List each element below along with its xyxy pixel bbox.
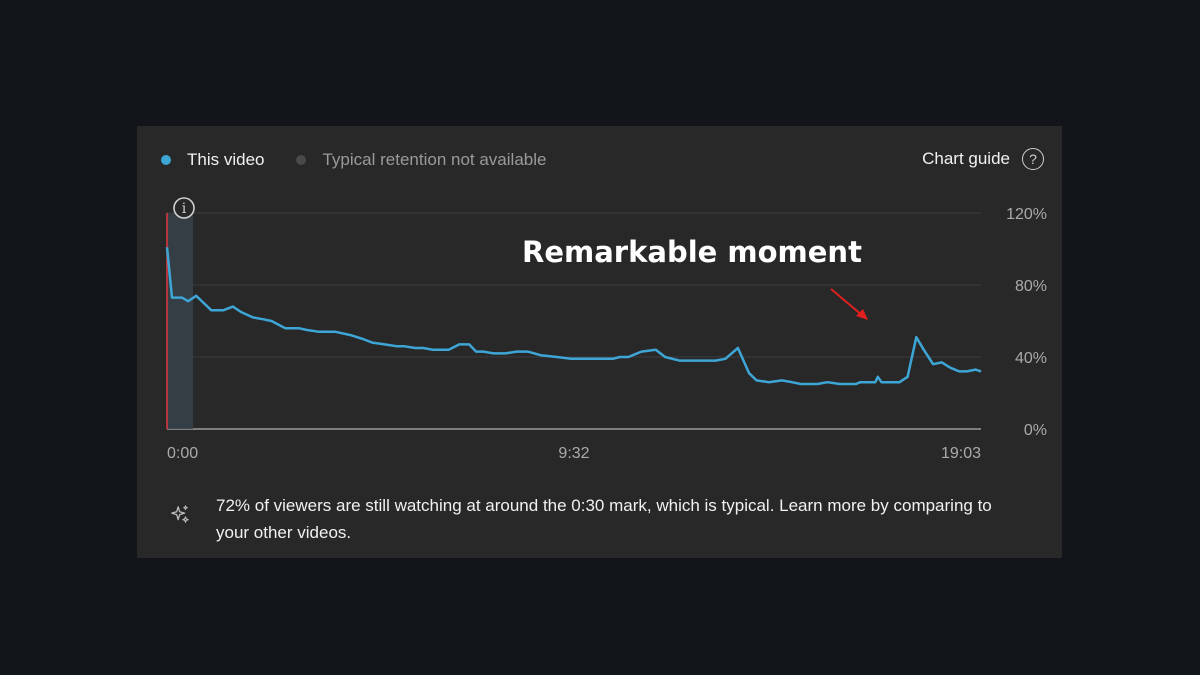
audience-retention-card: This video Typical retention not availab… bbox=[137, 126, 1062, 558]
legend-label: This video bbox=[187, 150, 265, 169]
annotation-text: Remarkable moment bbox=[522, 235, 862, 269]
y-tick-label: 0% bbox=[1024, 422, 1047, 439]
y-tick-label: 80% bbox=[1015, 278, 1047, 295]
series-dot-icon bbox=[161, 155, 171, 165]
series-line-this-video bbox=[165, 247, 982, 386]
question-circle-icon: ? bbox=[1022, 148, 1044, 170]
series-dot-icon bbox=[296, 155, 307, 165]
legend-label: Typical retention not available bbox=[322, 150, 547, 169]
insight-row: 72% of viewers are still watching at aro… bbox=[169, 492, 1029, 546]
x-tick-label: 9:32 bbox=[558, 445, 589, 462]
svg-text:i: i bbox=[182, 201, 187, 217]
x-tick-label: 19:03 bbox=[941, 445, 981, 462]
annotation-arrow bbox=[830, 288, 868, 320]
y-axis-ticks: 120% 80% 40% 0% bbox=[1006, 206, 1047, 439]
y-tick-label: 40% bbox=[1015, 350, 1047, 367]
insight-text: 72% of viewers are still watching at aro… bbox=[216, 496, 992, 542]
y-tick-label: 120% bbox=[1006, 206, 1047, 223]
sparkle-icon bbox=[171, 505, 189, 523]
chart-legend: This video Typical retention not availab… bbox=[161, 150, 578, 170]
legend-item-this-video[interactable]: This video bbox=[161, 150, 264, 170]
chart-grid bbox=[167, 212, 981, 430]
x-axis-ticks: 0:00 9:32 19:03 bbox=[167, 445, 981, 462]
retention-chart: i 120% 80% 40% 0% 0:00 9:32 19:03 Remarkable … bbox=[165, 197, 1047, 462]
legend-item-typical-retention: Typical retention not available bbox=[296, 150, 546, 170]
x-tick-label: 0:00 bbox=[167, 445, 198, 462]
chart-guide-button[interactable]: Chart guide ? bbox=[922, 148, 1044, 170]
chart-guide-label: Chart guide bbox=[922, 149, 1010, 168]
intro-highlight-band bbox=[167, 213, 193, 429]
info-circle-icon[interactable]: i bbox=[173, 197, 195, 219]
